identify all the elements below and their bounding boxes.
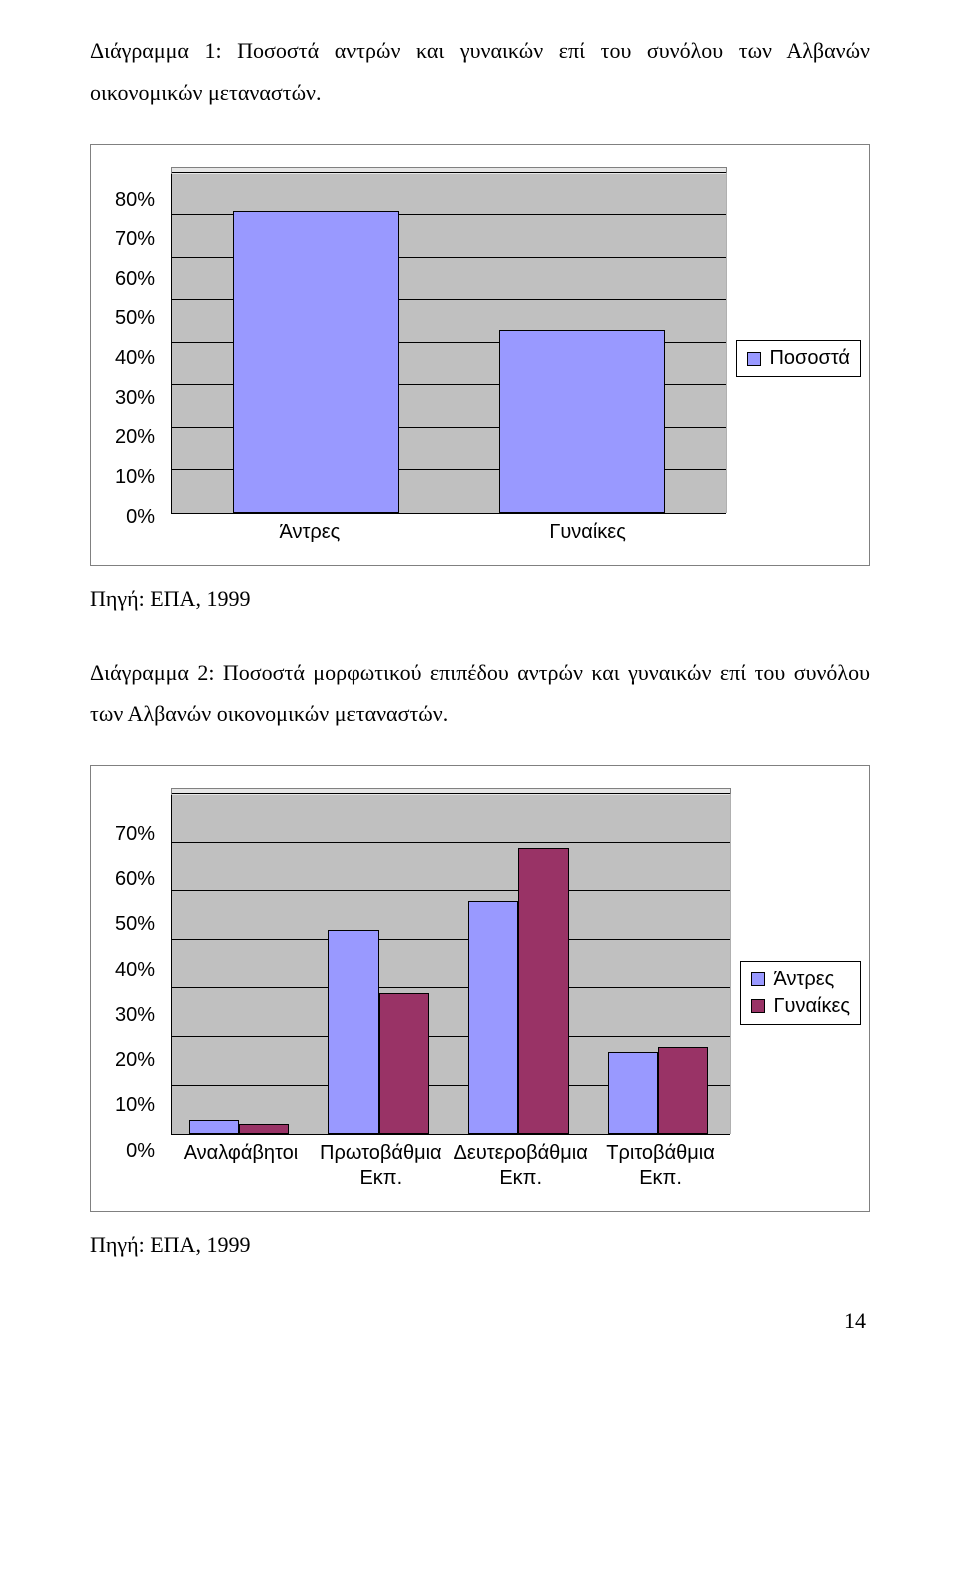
y-tick-label: 40% — [115, 347, 155, 370]
source-chart-2: Πηγή: ΕΠΑ, 1999 — [90, 1232, 870, 1258]
y-tick-label: 10% — [115, 1094, 155, 1117]
bar — [379, 993, 429, 1134]
chart-1: 80% 70% 60% 50% 40% 30% 20% 10% 0% ΆντρεςΓυναίκε… — [90, 144, 870, 566]
y-tick-label: 60% — [115, 268, 155, 291]
legend-label: Γυναίκες — [773, 995, 850, 1018]
bar — [189, 1120, 239, 1135]
y-tick-label: 0% — [126, 1140, 155, 1163]
bar — [658, 1047, 708, 1134]
source-chart-1: Πηγή: ΕΠΑ, 1999 — [90, 586, 870, 612]
y-tick-label: 60% — [115, 868, 155, 891]
chart-1-legend: Ποσοστά — [736, 340, 861, 377]
x-label: Αναλφάβητοι — [171, 1141, 311, 1191]
y-tick-label: 40% — [115, 959, 155, 982]
y-tick-label: 0% — [126, 506, 155, 529]
legend-item: Ποσοστά — [747, 347, 850, 370]
bar — [239, 1124, 289, 1134]
chart-2-x-labels: ΑναλφάβητοιΠρωτοβάθμια Εκπ.Δευτεροβάθμια… — [171, 1141, 730, 1191]
bar — [608, 1052, 658, 1135]
x-label: Δευτεροβάθμια Εκπ. — [451, 1141, 591, 1191]
legend-item: Γυναίκες — [751, 995, 850, 1018]
chart-1-x-labels: ΆντρεςΓυναίκες — [171, 520, 726, 545]
caption-chart-1: Διάγραμμα 1: Ποσοστά αντρών και γυναικών… — [90, 30, 870, 114]
y-tick-label: 80% — [115, 189, 155, 212]
y-tick-label: 30% — [115, 387, 155, 410]
bar — [233, 211, 399, 513]
x-label: Πρωτοβάθμια Εκπ. — [311, 1141, 451, 1191]
x-label: Γυναίκες — [449, 520, 727, 545]
y-tick-label: 30% — [115, 1004, 155, 1027]
page-number: 14 — [90, 1308, 870, 1334]
y-tick-label: 20% — [115, 426, 155, 449]
caption-chart-2: Διάγραμμα 2: Ποσοστά μορφωτικού επιπέδου… — [90, 652, 870, 736]
bar — [499, 330, 665, 513]
legend-label: Άντρες — [773, 968, 834, 991]
y-tick-label: 70% — [115, 823, 155, 846]
y-tick-label: 50% — [115, 307, 155, 330]
chart-2-y-axis: 70% 60% 50% 40% 30% 20% 10% 0% — [115, 823, 161, 1163]
y-tick-label: 20% — [115, 1049, 155, 1072]
bar — [468, 901, 518, 1134]
legend-swatch — [751, 999, 765, 1013]
y-tick-label: 70% — [115, 228, 155, 251]
chart-1-y-axis: 80% 70% 60% 50% 40% 30% 20% 10% 0% — [115, 189, 161, 529]
y-tick-label: 50% — [115, 913, 155, 936]
chart-2-plot — [171, 794, 730, 1135]
legend-swatch — [747, 352, 761, 366]
y-tick-label: 10% — [115, 466, 155, 489]
x-label: Τριτοβάθμια Εκπ. — [591, 1141, 731, 1191]
x-label: Άντρες — [171, 520, 449, 545]
legend-item: Άντρες — [751, 968, 850, 991]
legend-label: Ποσοστά — [769, 347, 850, 370]
chart-1-plot — [171, 173, 726, 514]
legend-swatch — [751, 972, 765, 986]
chart-2-legend: Άντρες Γυναίκες — [740, 961, 861, 1025]
bar — [328, 930, 378, 1134]
chart-2: 70% 60% 50% 40% 30% 20% 10% 0% ΑναλφάβητοιΠρωτο… — [90, 765, 870, 1212]
bar — [518, 848, 568, 1135]
